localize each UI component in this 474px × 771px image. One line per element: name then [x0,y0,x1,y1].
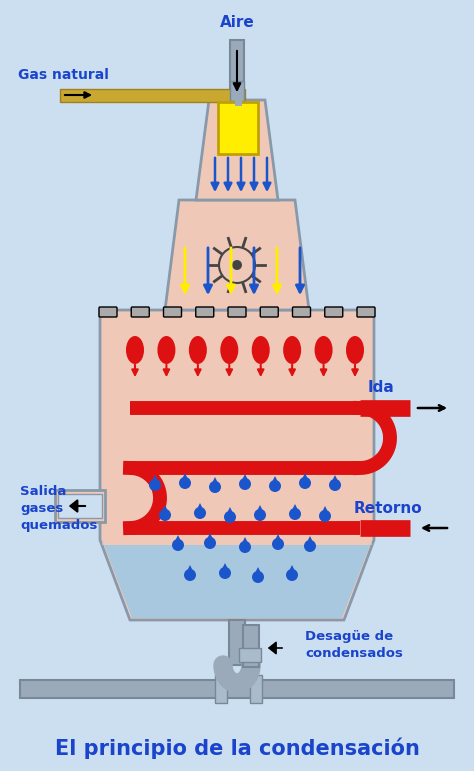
Polygon shape [173,535,183,545]
Polygon shape [220,563,230,573]
Polygon shape [330,475,340,485]
Circle shape [209,481,221,493]
Polygon shape [195,503,205,513]
FancyBboxPatch shape [357,307,375,317]
Circle shape [184,569,196,581]
FancyBboxPatch shape [20,680,454,698]
Polygon shape [102,540,372,618]
Polygon shape [100,310,374,620]
FancyBboxPatch shape [196,307,214,317]
FancyBboxPatch shape [230,81,244,101]
Polygon shape [240,537,250,547]
Ellipse shape [252,336,270,364]
FancyBboxPatch shape [55,490,105,522]
Circle shape [219,567,231,579]
FancyBboxPatch shape [99,307,117,317]
FancyBboxPatch shape [228,307,246,317]
FancyBboxPatch shape [58,494,102,518]
Polygon shape [240,474,250,484]
Ellipse shape [220,336,238,364]
Circle shape [179,477,191,489]
Circle shape [286,569,298,581]
Circle shape [319,510,331,522]
Polygon shape [160,505,170,515]
FancyBboxPatch shape [292,307,310,317]
Circle shape [304,540,316,552]
FancyBboxPatch shape [325,307,343,317]
Circle shape [329,479,341,491]
Circle shape [159,509,171,521]
Ellipse shape [346,336,364,364]
Polygon shape [185,565,195,575]
Ellipse shape [315,336,333,364]
Text: Salida
gases
quemados: Salida gases quemados [20,485,97,532]
Circle shape [299,477,311,489]
Polygon shape [225,507,235,517]
Text: El principio de la condensación: El principio de la condensación [55,737,419,759]
Polygon shape [205,533,215,543]
Polygon shape [305,536,315,546]
Polygon shape [165,200,309,310]
Polygon shape [255,505,265,515]
FancyBboxPatch shape [60,89,245,102]
Polygon shape [196,100,278,200]
FancyBboxPatch shape [215,675,227,703]
Text: Ida: Ida [368,380,395,395]
Text: Retorno: Retorno [354,501,423,516]
Polygon shape [300,473,310,483]
FancyBboxPatch shape [131,307,149,317]
FancyBboxPatch shape [243,625,259,667]
Polygon shape [287,565,297,575]
FancyBboxPatch shape [260,307,278,317]
FancyBboxPatch shape [250,675,262,703]
Polygon shape [290,504,300,514]
Ellipse shape [189,336,207,364]
Polygon shape [320,506,330,516]
Circle shape [289,508,301,520]
Polygon shape [150,475,160,485]
Circle shape [232,260,242,270]
Text: Gas natural: Gas natural [18,68,109,82]
Circle shape [254,509,266,521]
FancyBboxPatch shape [164,307,182,317]
Circle shape [172,539,184,551]
Circle shape [269,480,281,492]
Circle shape [204,537,216,549]
Polygon shape [270,476,280,486]
FancyBboxPatch shape [230,40,244,102]
Text: Desagüe de
condensados: Desagüe de condensados [305,630,403,660]
FancyBboxPatch shape [218,102,258,154]
Ellipse shape [126,336,144,364]
FancyBboxPatch shape [239,648,261,662]
Circle shape [252,571,264,583]
Circle shape [272,538,284,550]
Circle shape [239,478,251,490]
Circle shape [224,511,236,523]
Ellipse shape [283,336,301,364]
Polygon shape [253,567,263,577]
Circle shape [239,541,251,553]
Ellipse shape [157,336,175,364]
Text: Aire: Aire [219,15,255,30]
Circle shape [149,479,161,491]
Polygon shape [180,473,190,483]
Polygon shape [210,477,220,487]
FancyBboxPatch shape [229,620,245,665]
Circle shape [194,507,206,519]
Polygon shape [273,534,283,544]
